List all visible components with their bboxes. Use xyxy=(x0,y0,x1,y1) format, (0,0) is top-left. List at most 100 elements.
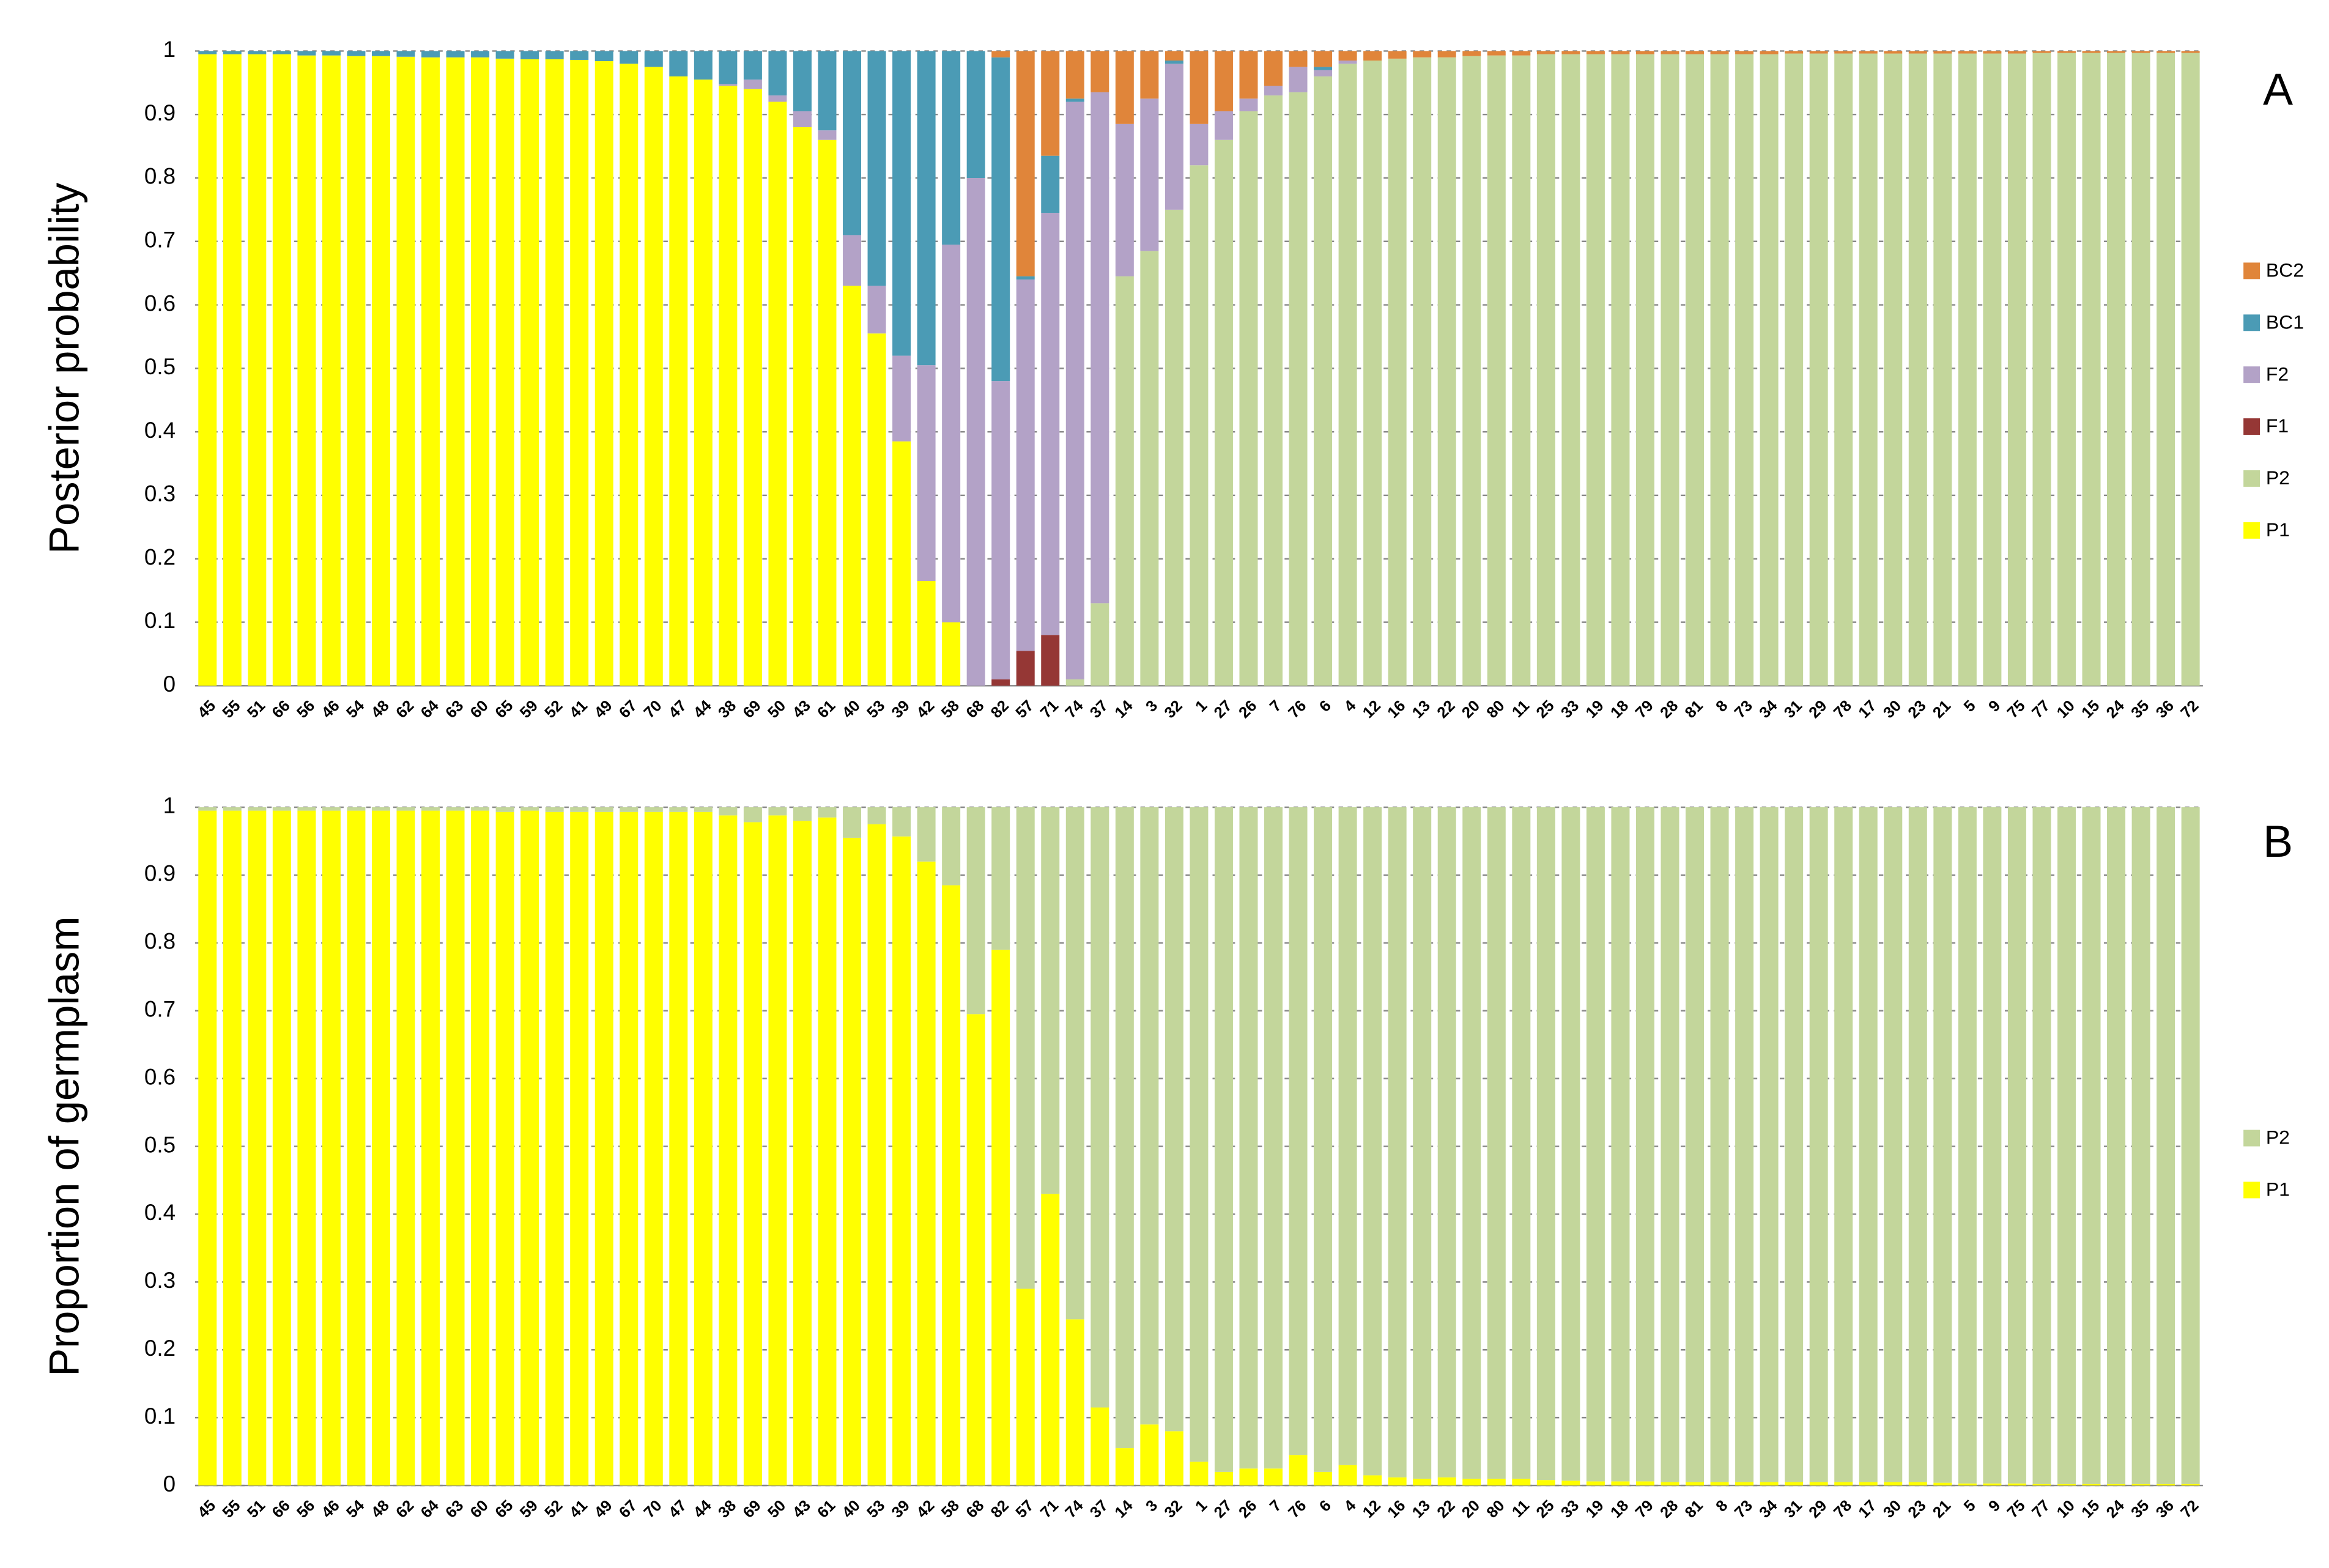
bar-segment xyxy=(198,810,217,1486)
bar-segment xyxy=(719,807,738,816)
panel-label: A xyxy=(2263,64,2293,115)
bar-segment xyxy=(1760,807,1779,1482)
x-tick-label: 69 xyxy=(740,697,765,722)
x-tick-label: 13 xyxy=(1409,1497,1434,1522)
bar-segment xyxy=(1809,1482,1828,1486)
bar-segment xyxy=(421,807,440,811)
bar-segment xyxy=(1413,1478,1432,1486)
bar-segment xyxy=(1686,54,1705,686)
bar-segment xyxy=(495,58,514,686)
x-tick-label: 42 xyxy=(913,697,938,722)
bar-segment xyxy=(669,51,688,76)
bar-segment xyxy=(1661,807,1679,1482)
bar-segment xyxy=(768,51,787,96)
bar-segment xyxy=(1388,58,1407,686)
bar-segment xyxy=(694,80,713,686)
bar-segment xyxy=(1338,51,1357,61)
x-tick-label: 45 xyxy=(194,1497,219,1522)
bar-segment xyxy=(1536,51,1555,54)
x-tick-label: 18 xyxy=(1607,697,1632,722)
x-tick-label: 74 xyxy=(1062,697,1087,722)
x-tick-label: 17 xyxy=(1856,1497,1880,1522)
bar-segment xyxy=(1239,807,1258,1469)
bar-segment xyxy=(1164,1431,1183,1486)
x-tick-label: 37 xyxy=(1087,1497,1111,1522)
x-tick-label: 72 xyxy=(2177,697,2202,722)
bar-segment xyxy=(322,51,341,56)
bar-segment xyxy=(1512,51,1531,56)
bar-segment xyxy=(1065,102,1084,679)
x-tick-label: 71 xyxy=(1037,1497,1062,1522)
bar-segment xyxy=(1487,1478,1506,1486)
x-tick-label: 45 xyxy=(194,697,219,722)
bar-segment xyxy=(1338,807,1357,1465)
bar-segment xyxy=(1214,111,1233,140)
x-tick-label: 11 xyxy=(1509,1497,1533,1521)
bar-segment xyxy=(1190,51,1209,124)
x-tick-label: 43 xyxy=(790,1497,814,1522)
bar-segment xyxy=(1289,67,1308,92)
bar-segment xyxy=(347,807,366,811)
x-tick-label: 49 xyxy=(591,1497,616,1522)
x-tick-label: 79 xyxy=(1632,697,1657,722)
x-tick-label: 50 xyxy=(765,697,789,722)
bar-segment xyxy=(1933,1482,1952,1486)
bar-segment xyxy=(1958,1483,1977,1486)
bar-segment xyxy=(1785,53,1804,686)
bar-segment xyxy=(1983,51,2002,54)
bar-segment xyxy=(917,861,936,1486)
x-tick-label: 66 xyxy=(269,1497,294,1522)
x-tick-label: 20 xyxy=(1459,697,1483,722)
bar-segment xyxy=(1264,95,1283,686)
bar-segment xyxy=(520,51,539,59)
x-tick-label: 64 xyxy=(418,1496,443,1522)
bar-segment xyxy=(991,679,1010,686)
bar-segment xyxy=(966,807,985,1015)
bar-segment xyxy=(2032,807,2051,1484)
x-tick-label: 9 xyxy=(1985,697,2004,716)
x-tick-label: 73 xyxy=(1731,1497,1756,1522)
x-tick-label: 34 xyxy=(1756,697,1781,722)
bar-segment xyxy=(1735,51,1754,54)
x-tick-label: 5 xyxy=(1961,1497,1979,1515)
bar-segment xyxy=(1561,51,1580,54)
x-tick-label: 70 xyxy=(641,697,665,722)
bar-segment xyxy=(694,812,713,1486)
bar-segment xyxy=(892,355,911,442)
bar-segment xyxy=(2107,807,2126,1484)
legend-swatch xyxy=(2243,1182,2260,1199)
y-tick-label: 0.1 xyxy=(144,1403,176,1429)
x-tick-label: 22 xyxy=(1434,697,1459,722)
y-axis-label: Posterior probability xyxy=(41,182,88,554)
bar-segment xyxy=(495,812,514,1486)
bar-segment xyxy=(1487,51,1506,56)
bar-segment xyxy=(1933,53,1952,686)
bar-segment xyxy=(1090,603,1109,686)
bar-segment xyxy=(1363,1475,1382,1486)
bar-segment xyxy=(371,810,390,1486)
x-tick-label: 3 xyxy=(1142,1497,1161,1515)
bar-segment xyxy=(942,51,961,245)
y-tick-label: 1 xyxy=(163,793,176,818)
x-tick-label: 56 xyxy=(294,697,318,722)
bar-segment xyxy=(1041,635,1060,686)
bar-segment xyxy=(1190,1462,1209,1486)
x-tick-label: 38 xyxy=(715,697,739,722)
bar-segment xyxy=(917,51,936,366)
bar-segment xyxy=(297,51,316,56)
x-tick-label: 46 xyxy=(319,697,343,722)
bar-segment xyxy=(1760,1482,1779,1486)
x-tick-label: 60 xyxy=(467,697,492,722)
bar-segment xyxy=(867,824,886,1486)
bar-segment xyxy=(1041,1194,1060,1486)
x-tick-label: 52 xyxy=(541,697,566,722)
bar-segment xyxy=(2057,1484,2076,1486)
bar-segment xyxy=(1933,51,1952,54)
bar-segment xyxy=(1388,1477,1407,1486)
legend-label: F1 xyxy=(2266,415,2289,437)
bar-segment xyxy=(1338,60,1357,64)
x-tick-label: 29 xyxy=(1805,1497,1830,1522)
bar-segment xyxy=(644,807,663,812)
x-tick-label: 80 xyxy=(1484,697,1508,722)
bar-segment xyxy=(471,807,490,811)
